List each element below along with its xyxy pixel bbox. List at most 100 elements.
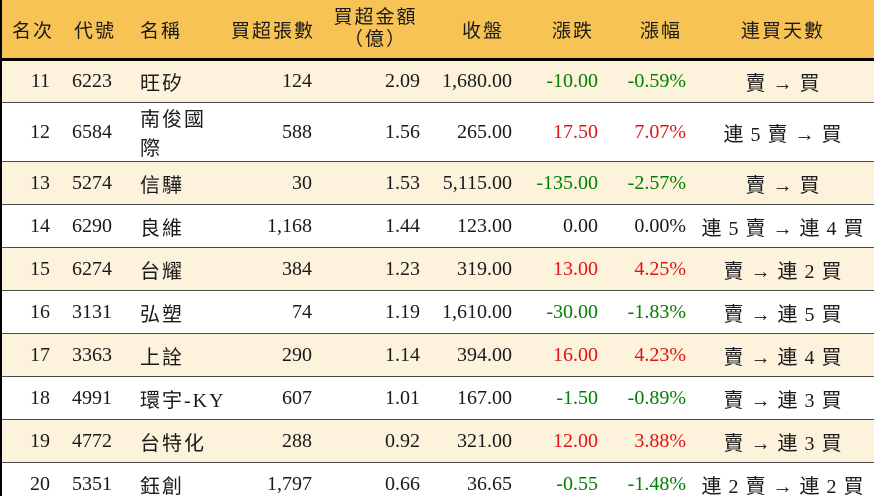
- cell-volume: 588: [227, 102, 327, 162]
- cell-code: 6223: [72, 70, 112, 92]
- cell-streak: 賣 → 連 2 買: [690, 247, 874, 291]
- cell-close: 167.00: [424, 376, 514, 420]
- cell-pct: -0.59%: [627, 70, 686, 92]
- cell-streak: 賣 → 買: [745, 73, 821, 95]
- cell-change: 12.00: [514, 419, 602, 463]
- table-row: 15 6274 台耀 384 1.23 319.00 13.00 4.25% 賣…: [2, 247, 874, 291]
- header-amount: 買超金額 （億）: [327, 0, 424, 61]
- table-row: 19 4772 台特化 288 0.92 321.00 12.00 3.88% …: [2, 419, 874, 463]
- cell-close: 265.00: [424, 102, 514, 162]
- cell-change: -1.50: [514, 376, 602, 420]
- cell-rank: 11: [30, 70, 50, 92]
- cell-code: 5274: [60, 161, 122, 205]
- cell-change: -0.55: [514, 462, 602, 496]
- cell-pct: 4.23%: [602, 333, 690, 377]
- cell-code: 3131: [60, 290, 122, 334]
- cell-name: 環宇-KY: [122, 376, 227, 420]
- cell-amount: 1.14: [327, 333, 424, 377]
- cell-amount: 1.19: [327, 290, 424, 334]
- cell-name: 弘塑: [122, 290, 227, 334]
- cell-streak: 賣 → 連 3 買: [690, 376, 874, 420]
- cell-volume: 290: [227, 333, 327, 377]
- cell-pct: 3.88%: [602, 419, 690, 463]
- cell-pct: -2.57%: [602, 161, 690, 205]
- cell-change: 17.50: [514, 102, 602, 162]
- cell-amount: 0.66: [327, 462, 424, 496]
- cell-pct: -0.89%: [602, 376, 690, 420]
- header-code: 代號: [60, 0, 122, 61]
- header-rank: 名次: [2, 0, 60, 61]
- table-row: 18 4991 環宇-KY 607 1.01 167.00 -1.50 -0.8…: [2, 376, 874, 420]
- cell-streak: 連 5 賣 → 買: [690, 102, 874, 162]
- cell-volume: 124: [282, 70, 312, 92]
- cell-rank: 14: [2, 204, 60, 248]
- cell-code: 4772: [60, 419, 122, 463]
- cell-change: 16.00: [514, 333, 602, 377]
- cell-volume: 1,168: [227, 204, 327, 248]
- cell-volume: 1,797: [227, 462, 327, 496]
- cell-rank: 16: [2, 290, 60, 334]
- cell-close: 1,680.00: [442, 70, 512, 92]
- cell-volume: 30: [227, 161, 327, 205]
- header-name: 名稱: [122, 0, 227, 61]
- cell-streak: 連 5 賣 → 連 4 買: [690, 204, 874, 248]
- cell-name: 台特化: [122, 419, 227, 463]
- cell-rank: 13: [2, 161, 60, 205]
- cell-pct: 7.07%: [602, 102, 690, 162]
- cell-amount: 0.92: [327, 419, 424, 463]
- cell-close: 1,610.00: [424, 290, 514, 334]
- cell-change: -30.00: [514, 290, 602, 334]
- header-amount-line1: 買超金額: [333, 7, 418, 29]
- cell-pct: 4.25%: [602, 247, 690, 291]
- cell-close: 36.65: [424, 462, 514, 496]
- cell-name: 上詮: [122, 333, 227, 377]
- cell-name: 信驊: [122, 161, 227, 205]
- cell-code: 5351: [60, 462, 122, 496]
- cell-code: 6274: [60, 247, 122, 291]
- cell-name: 鈺創: [122, 462, 227, 496]
- cell-volume: 384: [227, 247, 327, 291]
- cell-name: 南俊國際: [122, 102, 227, 162]
- cell-amount: 1.56: [327, 102, 424, 162]
- cell-rank: 19: [2, 419, 60, 463]
- cell-amount: 2.09: [385, 70, 420, 92]
- cell-rank: 18: [2, 376, 60, 420]
- cell-streak: 賣 → 連 4 買: [690, 333, 874, 377]
- cell-close: 123.00: [424, 204, 514, 248]
- header-close: 收盤: [424, 0, 514, 61]
- cell-amount: 1.01: [327, 376, 424, 420]
- cell-volume: 74: [227, 290, 327, 334]
- cell-rank: 12: [2, 102, 60, 162]
- cell-volume: 288: [227, 419, 327, 463]
- cell-amount: 1.44: [327, 204, 424, 248]
- cell-rank: 15: [2, 247, 60, 291]
- cell-code: 6584: [60, 102, 122, 162]
- table-row: 14 6290 良維 1,168 1.44 123.00 0.00 0.00% …: [2, 204, 874, 248]
- cell-name: 良維: [122, 204, 227, 248]
- cell-streak: 賣 → 連 5 買: [690, 290, 874, 334]
- cell-code: 3363: [60, 333, 122, 377]
- table-row: 20 5351 鈺創 1,797 0.66 36.65 -0.55 -1.48%…: [2, 462, 874, 496]
- cell-pct: -1.83%: [602, 290, 690, 334]
- cell-amount: 1.53: [327, 161, 424, 205]
- cell-streak: 賣 → 連 3 買: [690, 419, 874, 463]
- header-change: 漲跌: [514, 0, 602, 61]
- cell-close: 319.00: [424, 247, 514, 291]
- cell-volume: 607: [227, 376, 327, 420]
- header-row: 名次 代號 名稱 買超張數 買超金額 （億） 收盤 漲跌 漲幅 連買天數: [2, 0, 874, 61]
- cell-code: 4991: [60, 376, 122, 420]
- cell-close: 5,115.00: [424, 161, 514, 205]
- cell-pct: 0.00%: [602, 204, 690, 248]
- cell-code: 6290: [60, 204, 122, 248]
- table-header: 名次 代號 名稱 買超張數 買超金額 （億） 收盤 漲跌 漲幅 連買天數: [2, 0, 874, 61]
- cell-change: 0.00: [514, 204, 602, 248]
- cell-close: 394.00: [424, 333, 514, 377]
- cell-pct: -1.48%: [602, 462, 690, 496]
- cell-amount: 1.23: [327, 247, 424, 291]
- header-volume: 買超張數: [227, 0, 327, 61]
- cell-rank: 17: [2, 333, 60, 377]
- header-streak: 連買天數: [690, 0, 874, 61]
